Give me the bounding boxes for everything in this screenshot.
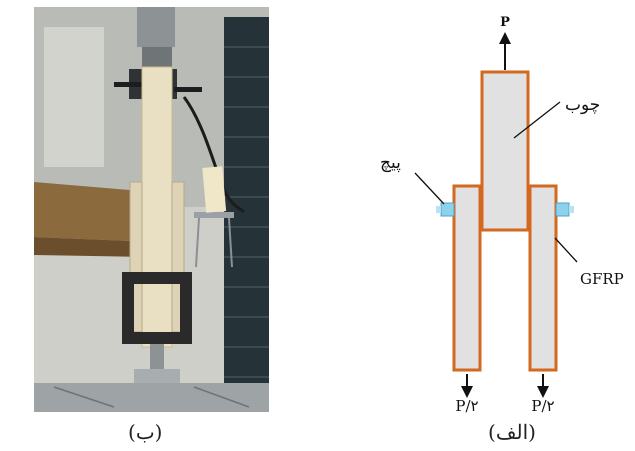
bolt-label: پیچ	[380, 153, 401, 173]
photo-caption: (ب)	[128, 420, 163, 444]
wood-leader-line	[513, 101, 561, 139]
test-setup-photo	[34, 7, 269, 412]
bolt-right	[555, 202, 570, 217]
gfrp-leader-line	[554, 237, 578, 263]
wood-specimen	[141, 66, 173, 348]
wooden-bench	[34, 182, 154, 242]
bolt-leader-line	[414, 172, 445, 205]
wood-member	[480, 70, 530, 232]
wood-label: چوب	[565, 95, 600, 115]
left-load-label: P/۲	[455, 397, 478, 415]
specimen-diagram: P چوب پیچ GFRP P/۲ P/۲	[380, 15, 624, 415]
right-load-label: P/۲	[531, 397, 554, 415]
bottom-clamp	[122, 272, 192, 284]
gfrp-label: GFRP	[580, 270, 624, 288]
top-grip	[137, 7, 175, 47]
gfrp-plate-right	[528, 184, 558, 372]
bolt-left	[440, 202, 455, 217]
top-load-label: P	[500, 15, 510, 30]
gfrp-plate-left	[452, 184, 482, 372]
diagram-caption: (الف)	[488, 420, 536, 444]
